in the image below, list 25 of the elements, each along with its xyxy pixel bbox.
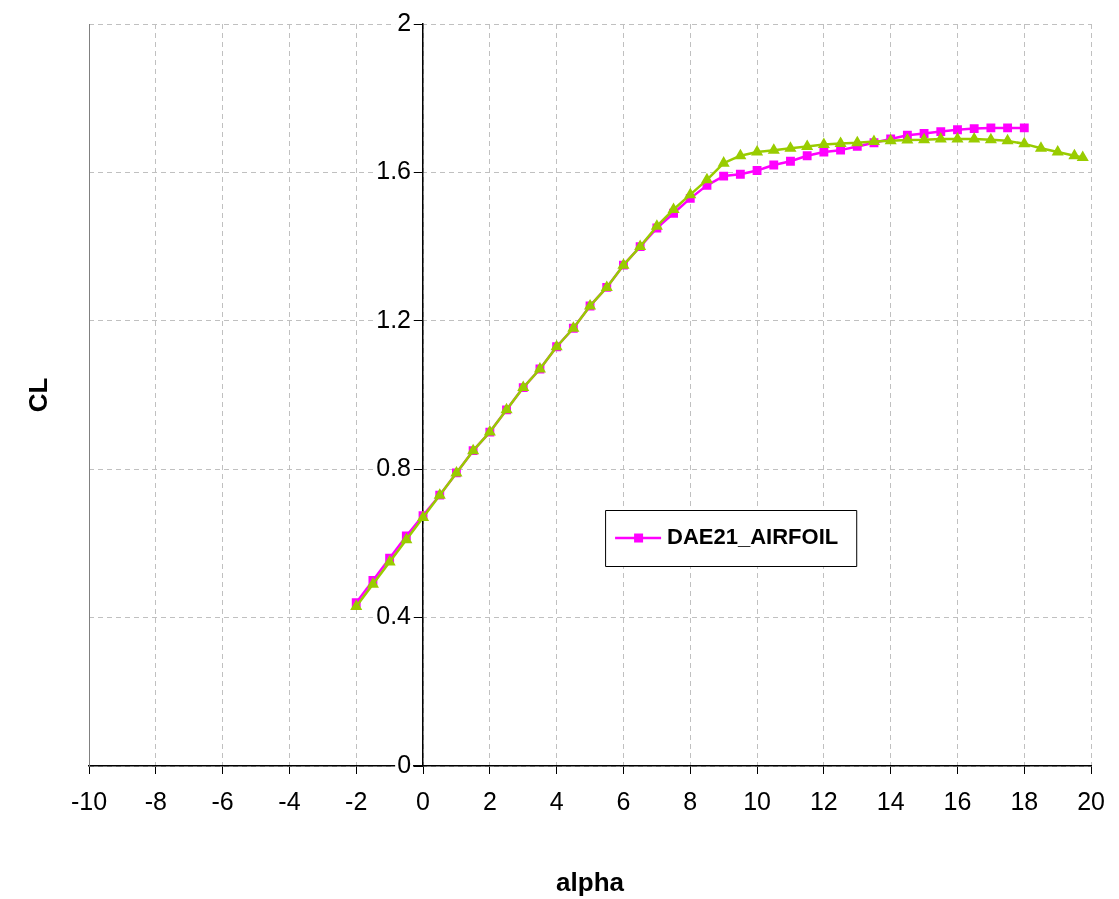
x-tick-label: 10 bbox=[743, 786, 771, 815]
legend-label: DAE21_AIRFOIL bbox=[667, 524, 839, 550]
x-tick-label: 6 bbox=[616, 786, 631, 815]
y-tick-label: 0.8 bbox=[376, 453, 412, 482]
y-tick-label: 2 bbox=[397, 7, 412, 36]
x-tick-label: 14 bbox=[876, 786, 905, 815]
x-tick-label: -4 bbox=[278, 786, 301, 815]
x-tick-label: -8 bbox=[144, 786, 167, 815]
x-tick-label: 2 bbox=[482, 786, 497, 815]
y-axis-title: CL bbox=[23, 377, 54, 413]
x-tick-label: -10 bbox=[70, 786, 108, 815]
y-tick-label: 0 bbox=[397, 749, 412, 778]
x-tick-label: 12 bbox=[809, 786, 838, 815]
x-tick-label: 16 bbox=[943, 786, 972, 815]
x-tick-label: 8 bbox=[683, 786, 698, 815]
x-tick-label: 0 bbox=[416, 786, 430, 815]
x-tick-label: 20 bbox=[1077, 786, 1105, 815]
x-tick-label: -2 bbox=[345, 786, 368, 815]
x-axis-title: alpha bbox=[556, 867, 625, 898]
x-tick-label: 4 bbox=[549, 786, 564, 815]
x-tick-label: -6 bbox=[211, 786, 234, 815]
x-tick-label: 18 bbox=[1010, 786, 1039, 815]
y-tick-label: 0.4 bbox=[376, 601, 412, 630]
y-tick-label: 1.6 bbox=[376, 156, 412, 185]
y-tick-label: 1.2 bbox=[376, 304, 412, 333]
